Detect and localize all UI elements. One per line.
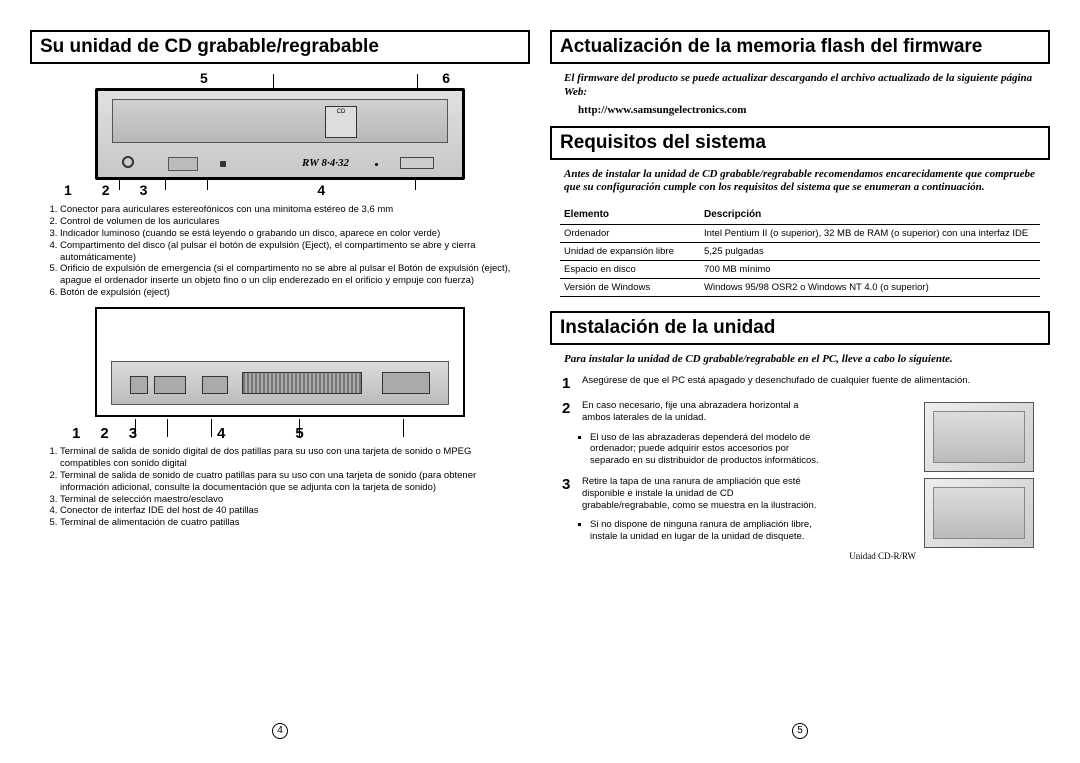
installation-title: Instalación de la unidad	[550, 311, 1050, 345]
rear-panel-list: Terminal de salida de sonido digital de …	[30, 446, 530, 529]
bracket-illustration	[924, 402, 1034, 472]
disc-tray: CD	[112, 99, 448, 143]
step-text: En caso necesario, fije una abrazadera h…	[582, 400, 824, 424]
cd-logo-icon: CD	[325, 106, 357, 138]
right-column: Actualización de la memoria flash del fi…	[540, 30, 1060, 743]
list-item: Compartimento del disco (al pulsar el bo…	[60, 240, 530, 264]
rear-callout-2: 2	[100, 425, 108, 442]
rear-callout-4: 4	[217, 425, 225, 442]
step-3: 3 Retire la tapa de una ranura de amplia…	[562, 476, 824, 512]
left-column: Su unidad de CD grabable/regrabable 5 6 …	[20, 30, 540, 743]
requirements-intro: Antes de instalar la unidad de CD grabab…	[550, 166, 1050, 200]
eject-button-icon	[400, 157, 434, 169]
list-item: Control de volumen de los auriculares	[60, 216, 530, 228]
installation-steps: 1 Asegúrese de que el PC está apagado y …	[550, 371, 1050, 565]
table-row: Versión de WindowsWindows 95/98 OSR2 o W…	[560, 279, 1040, 297]
callout-5: 5	[200, 70, 208, 86]
list-item: Conector de interfaz IDE del host de 40 …	[60, 505, 530, 517]
power-connector-icon	[382, 372, 430, 394]
led-indicator-icon	[220, 161, 226, 167]
analog-audio-connector-icon	[154, 376, 186, 394]
list-item: Terminal de salida de sonido digital de …	[60, 446, 530, 470]
list-item: Botón de expulsión (eject)	[60, 287, 530, 299]
installation-intro: Para instalar la unidad de CD grabable/r…	[550, 351, 1050, 371]
step-text: Asegúrese de que el PC está apagado y de…	[582, 375, 1038, 392]
install-illustration	[924, 478, 1034, 548]
left-title: Su unidad de CD grabable/regrabable	[30, 30, 530, 64]
list-item: Conector para auriculares estereofónicos…	[60, 204, 530, 216]
front-panel-list: Conector para auriculares estereofónicos…	[30, 204, 530, 299]
bullet-item: Si no dispone de ninguna ranura de ampli…	[590, 519, 824, 543]
step-1: 1 Asegúrese de que el PC está apagado y …	[562, 375, 1038, 392]
bullet-item: El uso de las abrazaderas dependerá del …	[590, 432, 824, 468]
ide-connector-icon	[242, 372, 362, 394]
drive-front-panel: CD RW 8·4·32	[95, 88, 465, 180]
step-text: Retire la tapa de una ranura de ampliaci…	[582, 476, 824, 512]
firmware-intro: El firmware del producto se puede actual…	[550, 70, 1050, 104]
step-2: 2 En caso necesario, fije una abrazadera…	[562, 400, 824, 424]
table-header-row: Elemento Descripción	[560, 205, 1040, 225]
list-item: Terminal de salida de sonido de cuatro p…	[60, 470, 530, 494]
table-row: OrdenadorIntel Pentium II (o superior), …	[560, 225, 1040, 243]
digital-audio-connector-icon	[130, 376, 148, 394]
requirements-title: Requisitos del sistema	[550, 126, 1050, 160]
header-elemento: Elemento	[560, 205, 700, 225]
rear-callout-1: 1	[72, 425, 80, 442]
step-number: 1	[562, 375, 576, 392]
jumper-block-icon	[202, 376, 228, 394]
emergency-eject-hole-icon	[375, 163, 378, 166]
list-item: Terminal de selección maestro/esclavo	[60, 494, 530, 506]
firmware-title: Actualización de la memoria flash del fi…	[550, 30, 1050, 64]
rw-label: RW 8·4·32	[302, 157, 349, 169]
requirements-table: Elemento Descripción OrdenadorIntel Pent…	[560, 205, 1040, 297]
callout-1: 1	[64, 182, 72, 198]
table-row: Unidad de expansión libre5,25 pulgadas	[560, 243, 1040, 261]
callout-6: 6	[442, 70, 450, 86]
page-number-right: 5	[792, 723, 808, 739]
rear-panel	[111, 361, 449, 405]
callout-2: 2	[102, 182, 110, 198]
volume-wheel-icon	[168, 157, 198, 171]
step-number: 3	[562, 476, 576, 512]
drive-rear-diagram	[95, 307, 465, 417]
page-number-left: 4	[272, 723, 288, 739]
table-row: Espacio en disco700 MB mínimo	[560, 261, 1040, 279]
illustration-caption: Unidad CD-R/RW	[562, 551, 1038, 561]
drive-front-diagram: 5 6 CD RW 8·4·32	[30, 70, 530, 200]
firmware-url: http://www.samsungelectronics.com	[550, 104, 1050, 116]
list-item: Orificio de expulsión de emergencia (si …	[60, 263, 530, 287]
list-item: Indicador luminoso (cuando se está leyen…	[60, 228, 530, 240]
callout-3: 3	[140, 182, 148, 198]
header-descripcion: Descripción	[700, 205, 1040, 225]
callout-4: 4	[317, 182, 325, 198]
list-item: Terminal de alimentación de cuatro patil…	[60, 517, 530, 529]
headphone-jack-icon	[122, 156, 134, 168]
step-number: 2	[562, 400, 576, 424]
